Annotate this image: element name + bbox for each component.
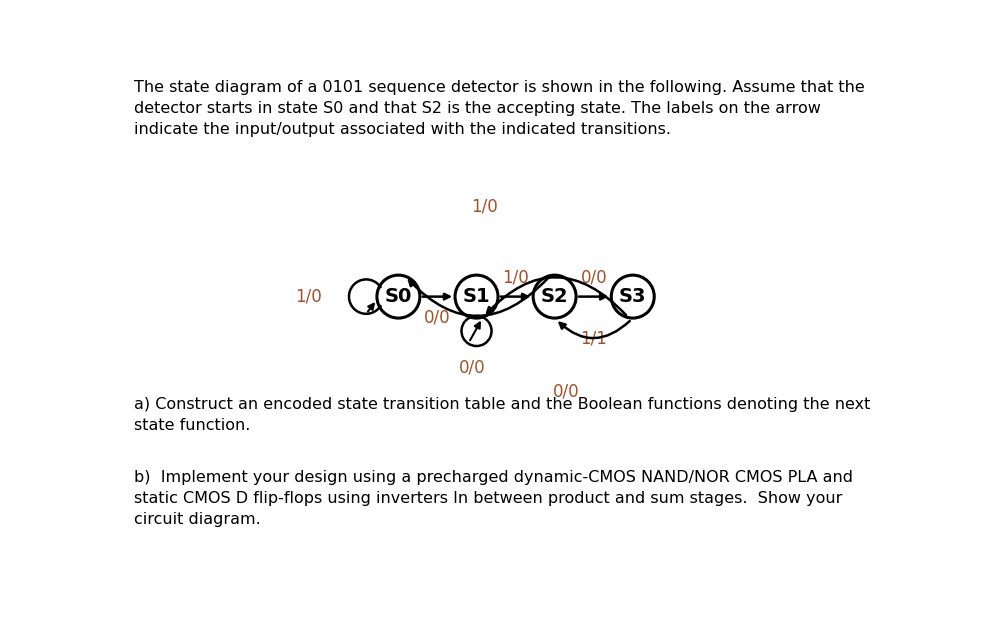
Text: The state diagram of a 0101 sequence detector is shown in the following. Assume : The state diagram of a 0101 sequence det… xyxy=(134,79,864,136)
Text: 1/0: 1/0 xyxy=(502,269,529,287)
Text: 0/0: 0/0 xyxy=(425,308,451,326)
Text: S2: S2 xyxy=(541,287,568,306)
Text: S0: S0 xyxy=(384,287,412,306)
Text: S1: S1 xyxy=(463,287,490,306)
Text: S3: S3 xyxy=(619,287,647,306)
Text: 0/0: 0/0 xyxy=(553,383,579,401)
Text: 1/0: 1/0 xyxy=(295,288,322,306)
Text: a) Construct an encoded state transition table and the Boolean functions denotin: a) Construct an encoded state transition… xyxy=(134,397,870,433)
Text: 0/0: 0/0 xyxy=(580,269,607,287)
Text: b)  Implement your design using a precharged dynamic-CMOS NAND/NOR CMOS PLA and
: b) Implement your design using a prechar… xyxy=(134,470,852,527)
Text: 1/0: 1/0 xyxy=(471,197,498,215)
Text: 0/0: 0/0 xyxy=(460,359,486,377)
Text: 1/1: 1/1 xyxy=(580,330,608,348)
